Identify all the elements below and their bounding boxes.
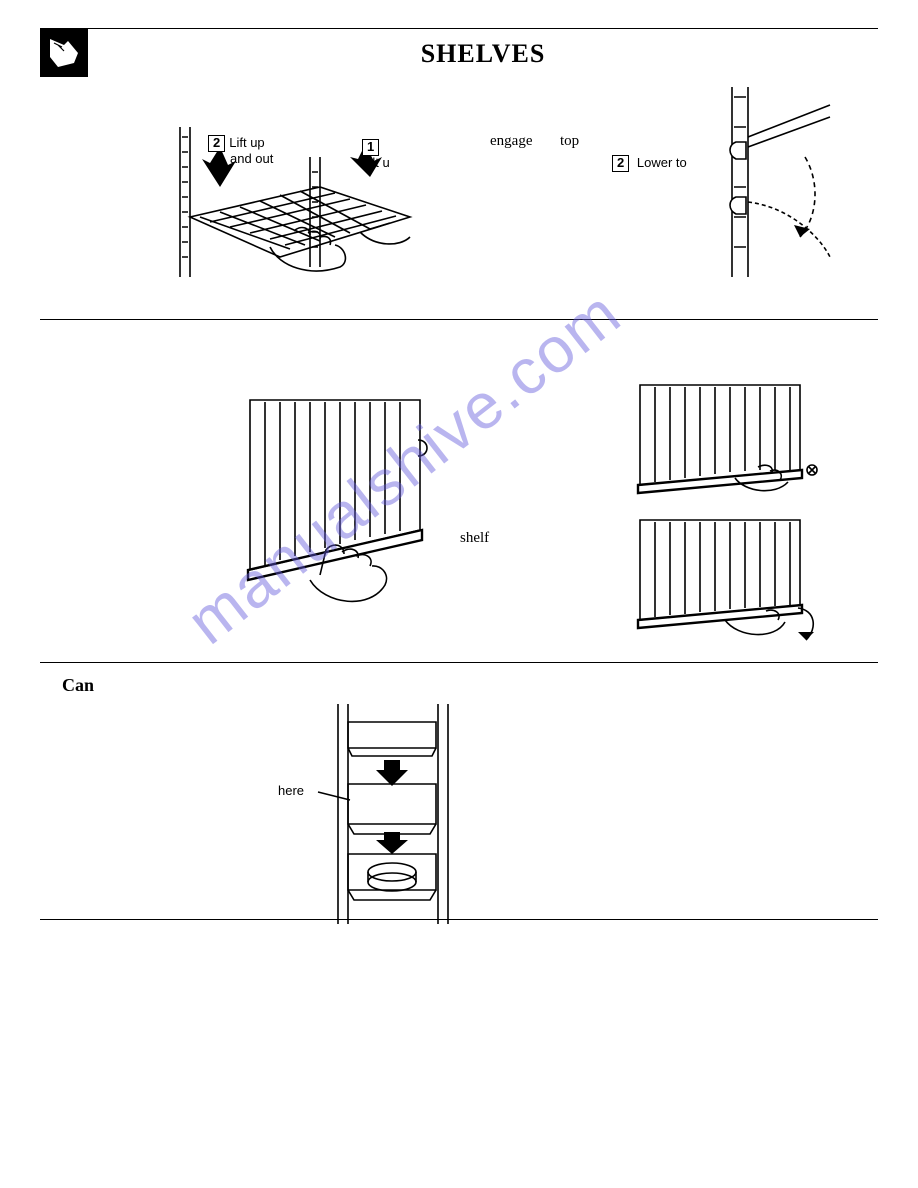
footer-rule	[40, 919, 878, 920]
fold-bottom-illustration	[630, 510, 820, 650]
figure-shelf-install: 2 Lower to	[600, 87, 840, 287]
hand-icon	[40, 29, 88, 77]
step2-text-l2: and out	[230, 151, 273, 166]
figure-can-rack: here	[260, 704, 480, 924]
pull-shelf-illustration	[230, 380, 440, 620]
section-can-rack: Can	[40, 675, 878, 924]
step2-text-l1: Lift up	[229, 135, 264, 150]
header-row: SHELVES	[40, 28, 878, 77]
callout-step1: 1 Tilt u	[362, 139, 390, 171]
fig2-step2-number: 2	[612, 155, 629, 172]
step2-number: 2	[208, 135, 225, 152]
callout-step2: 2 Lift up and out	[208, 135, 273, 167]
step1-text: Tilt u	[362, 155, 390, 170]
figure-fold-bottom	[630, 510, 820, 650]
word-shelf: shelf	[460, 530, 489, 547]
callout-lower: 2 Lower to	[612, 155, 687, 172]
fold-top-illustration	[630, 370, 820, 500]
page-container: SHELVES	[0, 0, 918, 964]
shelf-install-illustration	[600, 87, 840, 287]
figure-shelf-remove: 2 Lift up and out 1 Tilt u	[160, 117, 420, 287]
word-top: top	[560, 133, 579, 150]
figure-fold-top	[630, 370, 820, 500]
figure-pull-shelf	[230, 380, 440, 620]
fig2-step2-text: Lower to	[637, 155, 687, 170]
subhead-can: Can	[62, 675, 878, 696]
page-title: SHELVES	[88, 33, 878, 69]
word-engage: engage	[490, 133, 532, 150]
label-here: here	[278, 784, 304, 799]
section-quickspace: shelf	[40, 360, 878, 650]
divider-1	[40, 319, 878, 320]
divider-2	[40, 662, 878, 663]
step1-number: 1	[362, 139, 379, 156]
section-remove-install: 2 Lift up and out 1 Tilt u engage top	[40, 117, 878, 307]
can-rack-illustration	[260, 704, 480, 924]
